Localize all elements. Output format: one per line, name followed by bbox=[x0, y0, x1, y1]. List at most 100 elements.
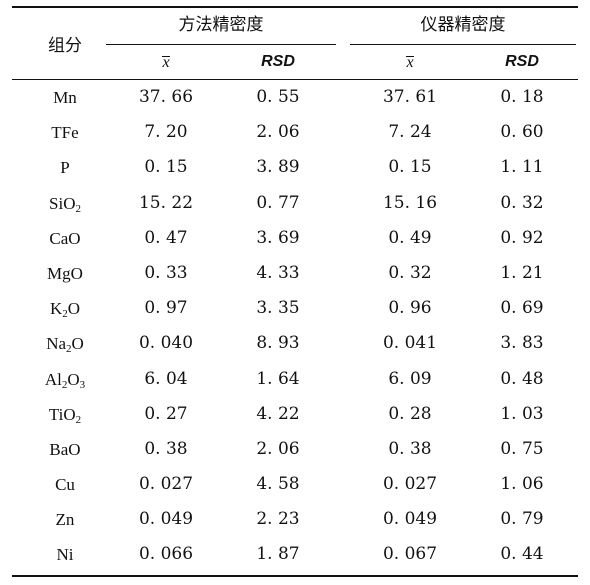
method-rsd-cell: 1. 87 bbox=[256, 544, 300, 565]
method-mean-cell: 0. 15 bbox=[144, 157, 188, 178]
component-name: BaO bbox=[49, 439, 81, 459]
instrument-rsd-cell: 0. 44 bbox=[500, 544, 544, 565]
method-rsd-cell: 2. 06 bbox=[256, 438, 300, 459]
method-rsd-cell: 2. 23 bbox=[256, 509, 300, 530]
component-name: Zn bbox=[55, 510, 75, 530]
table-row: Cu 0. 027 4. 58 0. 027 1. 06 bbox=[12, 467, 578, 502]
component-name: Cu bbox=[55, 475, 75, 495]
instrument-mean-cell: 0. 067 bbox=[382, 544, 438, 565]
table-row: Mn 37. 66 0. 55 37. 61 0. 18 bbox=[12, 80, 578, 115]
component-name: TFe bbox=[51, 123, 79, 143]
method-mean-cell: 0. 38 bbox=[144, 438, 188, 459]
table-row: K2O 0. 97 3. 35 0. 96 0. 69 bbox=[12, 291, 578, 326]
method-mean-cell: 15. 22 bbox=[138, 192, 194, 213]
instrument-mean-cell: 0. 32 bbox=[388, 262, 432, 283]
method-mean-cell: 0. 049 bbox=[138, 509, 194, 530]
table-row: Ni 0. 066 1. 87 0. 067 0. 44 bbox=[12, 537, 578, 572]
instrument-mean-cell: 15. 16 bbox=[382, 192, 438, 213]
formula-part: SiO bbox=[49, 193, 76, 213]
table-row: TiO2 0. 27 4. 22 0. 28 1. 03 bbox=[12, 397, 578, 432]
table-row: BaO 0. 38 2. 06 0. 38 0. 75 bbox=[12, 432, 578, 467]
instrument-rsd-cell: 0. 48 bbox=[500, 368, 544, 389]
instrument-rsd-cell: 1. 03 bbox=[500, 403, 544, 424]
instrument-mean-cell: 0. 15 bbox=[388, 157, 432, 178]
method-mean-cell: 0. 97 bbox=[144, 298, 188, 319]
instrument-precision-header: 仪器精密度 bbox=[420, 15, 506, 35]
instrument-rsd-cell: 0. 92 bbox=[500, 227, 544, 248]
instrument-rsd-cell: 0. 18 bbox=[500, 87, 544, 107]
instrument-rsd-cell: 3. 83 bbox=[500, 333, 544, 354]
instrument-rsd-header: RSD bbox=[505, 53, 539, 70]
method-rsd-cell: 4. 33 bbox=[256, 262, 300, 283]
table-row: Al2O3 6. 04 1. 64 6. 09 0. 48 bbox=[12, 362, 578, 397]
component-name: Na2O bbox=[20, 326, 110, 361]
instrument-rsd-cell: 1. 21 bbox=[500, 262, 544, 283]
method-rsd-cell: 3. 69 bbox=[256, 227, 300, 248]
method-rsd-header: RSD bbox=[261, 53, 295, 70]
formula-part: TiO bbox=[48, 404, 76, 424]
method-mean-cell: 6. 04 bbox=[144, 368, 188, 389]
instrument-mean-cell: 37. 61 bbox=[382, 87, 438, 107]
instrument-rsd-cell: 0. 32 bbox=[500, 192, 544, 213]
subscript: 3 bbox=[79, 378, 86, 391]
method-rsd-cell: 1. 64 bbox=[256, 368, 300, 389]
component-name: P bbox=[60, 158, 70, 178]
method-mean-cell: 0. 040 bbox=[138, 333, 194, 354]
table-bottom-rule bbox=[12, 575, 578, 577]
component-name: Al2O3 bbox=[20, 362, 110, 397]
method-rsd-cell: 4. 22 bbox=[256, 403, 300, 424]
method-rsd-cell: 0. 77 bbox=[256, 192, 300, 213]
method-rsd-cell: 0. 55 bbox=[256, 87, 300, 107]
mean-symbol: x bbox=[162, 54, 170, 71]
instrument-mean-cell: 0. 28 bbox=[388, 403, 432, 424]
subscript: 2 bbox=[66, 343, 72, 356]
component-header: 组分 bbox=[48, 36, 82, 56]
instrument-mean-cell: 0. 49 bbox=[388, 227, 432, 248]
method-mean-header: x bbox=[116, 52, 216, 72]
table-top-rule bbox=[12, 6, 578, 8]
method-mean-cell: 7. 20 bbox=[144, 122, 188, 143]
subscript: 2 bbox=[75, 413, 82, 426]
method-rsd-cell: 8. 93 bbox=[256, 333, 300, 354]
instrument-rsd-cell: 0. 79 bbox=[500, 509, 544, 530]
method-rsd-cell: 3. 89 bbox=[256, 157, 300, 178]
instrument-mean-cell: 7. 24 bbox=[388, 122, 432, 143]
instrument-rsd-cell: 1. 11 bbox=[500, 157, 544, 178]
formula-part: O bbox=[71, 334, 84, 354]
instrument-mean-cell: 0. 041 bbox=[382, 333, 438, 354]
instrument-rsd-cell: 1. 06 bbox=[500, 474, 544, 495]
method-mean-cell: 0. 27 bbox=[144, 403, 188, 424]
method-mean-cell: 37. 66 bbox=[138, 87, 194, 107]
formula-part: Na bbox=[46, 334, 67, 354]
instrument-mean-cell: 0. 027 bbox=[382, 474, 438, 495]
table-row: P 0. 15 3. 89 0. 15 1. 11 bbox=[12, 150, 578, 185]
subscript: 2 bbox=[61, 378, 68, 391]
instrument-mean-cell: 0. 38 bbox=[388, 438, 432, 459]
component-name: K2O bbox=[20, 291, 110, 326]
instrument-rsd-cell: 0. 75 bbox=[500, 438, 544, 459]
formula-part: O bbox=[67, 299, 81, 319]
component-name: MgO bbox=[47, 263, 83, 283]
mean-symbol: x bbox=[406, 54, 414, 71]
method-mean-cell: 0. 33 bbox=[144, 262, 188, 283]
header-bottom-rule bbox=[12, 79, 578, 80]
method-mean-cell: 0. 47 bbox=[144, 227, 188, 248]
instrument-rsd-cell: 0. 60 bbox=[500, 122, 544, 143]
table-row: TFe 7. 20 2. 06 7. 24 0. 60 bbox=[12, 115, 578, 150]
component-name: Ni bbox=[56, 545, 74, 565]
instrument-mean-cell: 6. 09 bbox=[388, 368, 432, 389]
instrument-mean-header: x bbox=[360, 52, 460, 72]
component-name: SiO2 bbox=[20, 186, 110, 221]
method-rsd-cell: 2. 06 bbox=[256, 122, 300, 143]
formula-part: Al bbox=[44, 369, 62, 389]
instrument-group-rule bbox=[350, 44, 576, 45]
method-mean-cell: 0. 027 bbox=[138, 474, 194, 495]
formula-part: O bbox=[67, 369, 80, 389]
subscript: 2 bbox=[75, 202, 81, 215]
table-row: CaO 0. 47 3. 69 0. 49 0. 92 bbox=[12, 221, 578, 256]
table-row: MgO 0. 33 4. 33 0. 32 1. 21 bbox=[12, 256, 578, 291]
method-mean-cell: 0. 066 bbox=[138, 544, 194, 565]
table-body: Mn 37. 66 0. 55 37. 61 0. 18 TFe 7. 20 2. 06 7. … bbox=[12, 80, 578, 573]
component-name: Mn bbox=[53, 88, 77, 107]
table-row: SiO2 15. 22 0. 77 15. 16 0. 32 bbox=[12, 186, 578, 221]
